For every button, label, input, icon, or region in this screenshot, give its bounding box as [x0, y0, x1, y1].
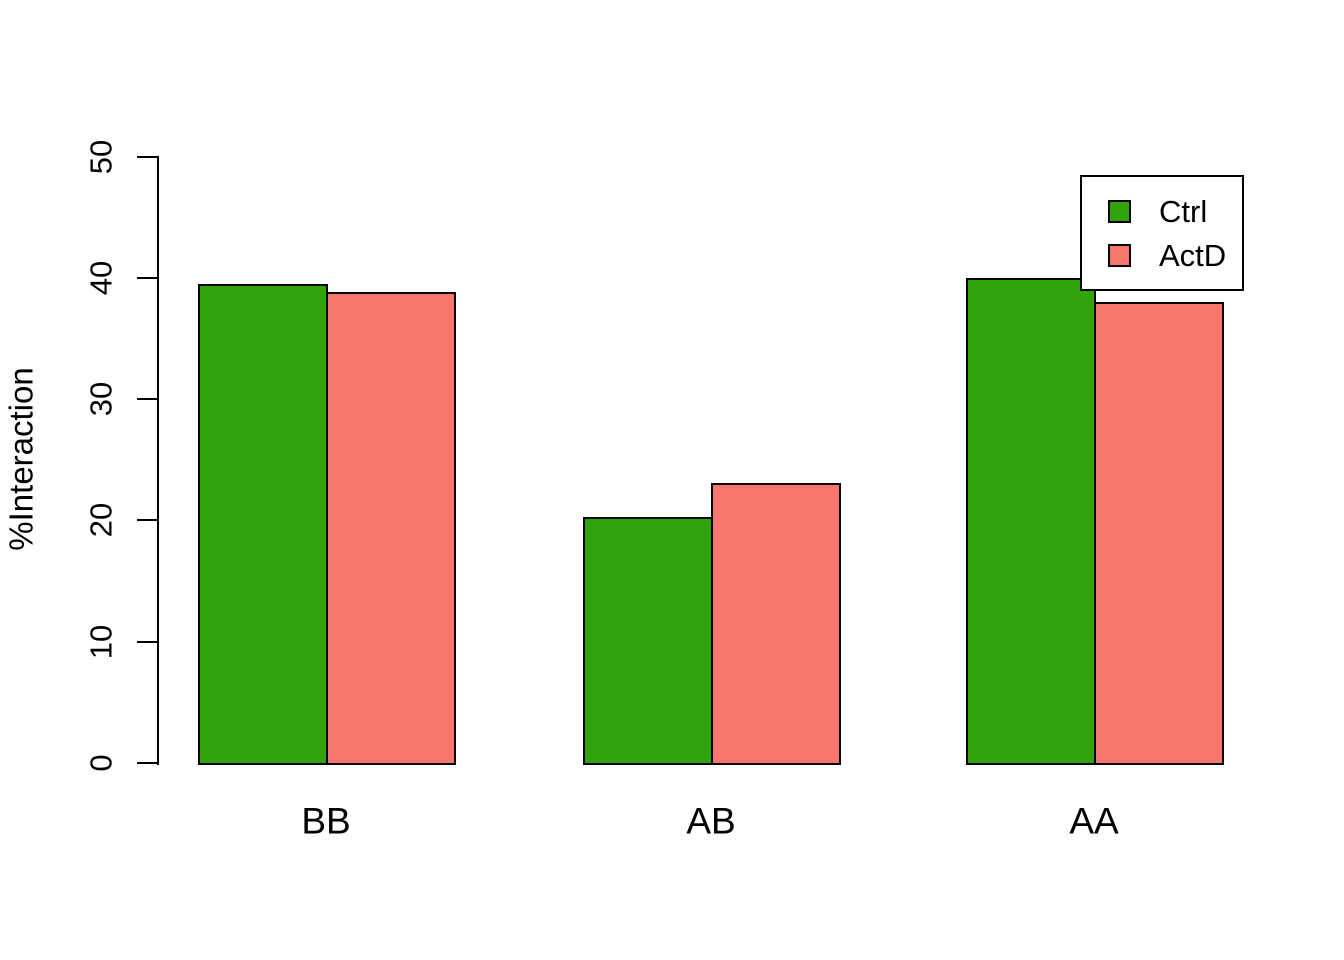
y-axis-tick — [137, 762, 158, 764]
y-axis-tick — [137, 156, 158, 158]
legend: Ctrl ActD — [1080, 175, 1244, 291]
y-axis-line — [157, 156, 159, 765]
bar-bb-ctrl — [198, 284, 328, 765]
legend-label-actd: ActD — [1159, 237, 1227, 273]
y-axis-tick-label: 10 — [83, 624, 119, 660]
x-category-label: BB — [301, 800, 351, 842]
y-axis-tick-label: 40 — [83, 260, 119, 296]
legend-item-actd: ActD — [1108, 240, 1242, 271]
y-axis-tick — [137, 398, 158, 400]
y-axis-title: %Interaction — [2, 367, 40, 551]
y-axis-tick — [137, 519, 158, 521]
legend-item-ctrl: Ctrl — [1108, 196, 1242, 227]
y-axis-tick-label: 20 — [83, 502, 119, 538]
y-axis-tick — [137, 641, 158, 643]
legend-label-ctrl: Ctrl — [1159, 193, 1208, 229]
y-axis-tick-label: 30 — [83, 381, 119, 417]
y-axis-tick-label: 50 — [83, 139, 119, 175]
bar-aa-ctrl — [966, 278, 1096, 765]
bar-aa-actd — [1094, 302, 1224, 765]
legend-swatch-ctrl — [1108, 199, 1131, 223]
bar-ab-actd — [711, 483, 841, 765]
bar-ab-ctrl — [583, 517, 713, 765]
bar-bb-actd — [326, 292, 456, 765]
legend-swatch-actd — [1108, 243, 1131, 267]
x-category-label: AA — [1069, 800, 1119, 842]
y-axis-tick-label: 0 — [83, 754, 119, 772]
y-axis-tick — [137, 277, 158, 279]
x-category-label: AB — [686, 800, 736, 842]
